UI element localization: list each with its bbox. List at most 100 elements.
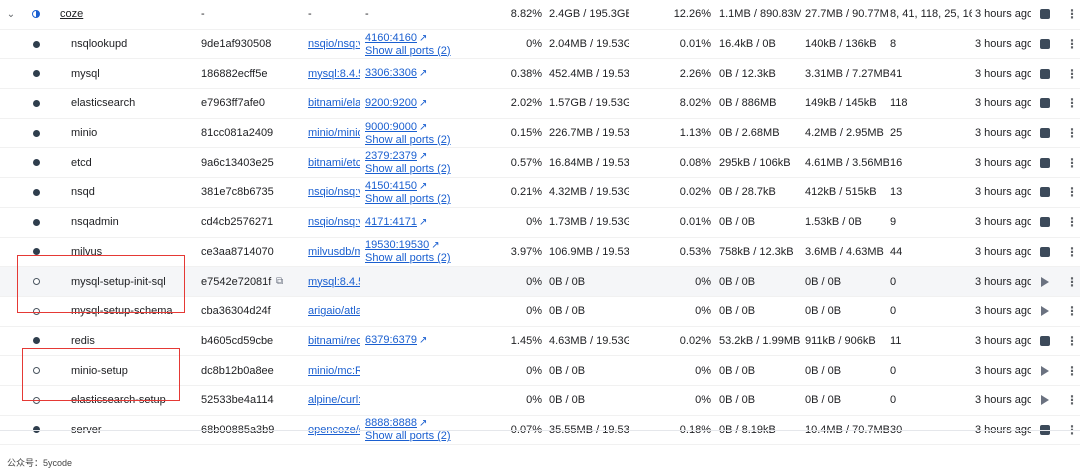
external-link-icon[interactable]: ↗	[431, 240, 440, 252]
table-row[interactable]: nsqd 381e7c8b6735 nsqio/nsq:v1.2.1 4150:415…	[0, 178, 1080, 208]
port-link[interactable]: 9000:9000	[365, 120, 417, 133]
container-name[interactable]: server	[71, 423, 102, 436]
container-name[interactable]: mysql-setup-schema	[71, 305, 173, 318]
show-all-ports-link[interactable]: Show all ports (2)	[365, 192, 451, 205]
group-name[interactable]: coze	[60, 8, 84, 21]
table-row[interactable]: nsqadmin cd4cb2576271 nsqio/nsq:v1.2.1 4171…	[0, 208, 1080, 238]
play-icon[interactable]	[1038, 297, 1052, 326]
more-vertical-icon[interactable]: ⋮	[1066, 96, 1078, 111]
stop-icon[interactable]	[1038, 119, 1052, 148]
container-image[interactable]: nsqio/nsq:v1.2.1	[308, 178, 360, 207]
more-vertical-icon[interactable]: ⋮	[1066, 126, 1078, 141]
more-vertical-icon[interactable]: ⋮	[1066, 244, 1078, 259]
show-all-ports-link[interactable]: Show all ports (2)	[365, 430, 451, 443]
play-icon[interactable]	[1038, 356, 1052, 385]
stop-icon[interactable]	[1038, 327, 1052, 356]
image-link[interactable]: nsqio/nsq:v1.2.1	[308, 38, 360, 51]
container-name[interactable]: nsqd	[71, 186, 95, 199]
more-vertical-icon[interactable]: ⋮	[1066, 155, 1078, 170]
container-name[interactable]: elasticsearch-setup	[71, 394, 166, 407]
port-link[interactable]: 3306:3306	[365, 67, 417, 80]
image-link[interactable]: alpine/curl:8.12.1	[308, 394, 360, 407]
external-link-icon[interactable]: ↗	[419, 121, 428, 133]
image-link[interactable]: bitnami/etcd:3.5	[308, 156, 360, 169]
container-image[interactable]: bitnami/etcd:3.5	[308, 148, 360, 177]
play-icon[interactable]	[1038, 267, 1052, 296]
more-vertical-icon[interactable]: ⋮	[1066, 304, 1078, 319]
stop-icon[interactable]	[1038, 178, 1052, 207]
table-row[interactable]: mysql-setup-schema cba36304d24f arigaio/at…	[0, 297, 1080, 327]
external-link-icon[interactable]: ↗	[419, 97, 428, 109]
port-link[interactable]: 19530:19530	[365, 239, 430, 252]
container-image[interactable]: opencoze/opencoze:latest	[308, 416, 360, 445]
table-row[interactable]: server 68b00885a3b9 opencoze/opencoze:late…	[0, 416, 1080, 446]
table-row[interactable]: nsqlookupd 9de1af930508 nsqio/nsq:v1.2.1 41…	[0, 30, 1080, 60]
table-row[interactable]: redis b4605cd59cbe bitnami/redis:8.0 6379:6…	[0, 327, 1080, 357]
external-link-icon[interactable]: ↗	[419, 68, 428, 80]
image-link[interactable]: minio/minio:RELEASE	[308, 127, 360, 140]
external-link-icon[interactable]: ↗	[419, 418, 428, 430]
port-link[interactable]: 8888:8888	[365, 417, 417, 430]
more-vertical-icon[interactable]: ⋮	[1066, 422, 1078, 437]
container-name[interactable]: milvus	[71, 245, 103, 258]
table-row[interactable]: elasticsearch e7963ff7afe0 bitnami/elastic…	[0, 89, 1080, 119]
container-name[interactable]: etcd	[71, 156, 92, 169]
image-link[interactable]: bitnami/elasticsearch:8.18.0	[308, 97, 360, 110]
image-link[interactable]: arigaio/atlas	[308, 305, 360, 318]
container-name[interactable]: minio	[71, 127, 98, 140]
more-vertical-icon[interactable]: ⋮	[1066, 185, 1078, 200]
container-name[interactable]: mysql-setup-init-sql	[71, 275, 166, 288]
more-vertical-icon[interactable]: ⋮	[1066, 37, 1078, 52]
port-link[interactable]: 6379:6379	[365, 334, 417, 347]
container-image[interactable]: minio/mc:RELEASE	[308, 356, 360, 385]
show-all-ports-link[interactable]: Show all ports (2)	[365, 252, 451, 265]
more-vertical-icon[interactable]: ⋮	[1066, 393, 1078, 408]
table-row[interactable]: minio 81cc081a2409 minio/minio:RELEASE 9000…	[0, 119, 1080, 149]
stop-icon[interactable]	[1038, 416, 1052, 445]
container-name[interactable]: minio-setup	[71, 364, 128, 377]
image-link[interactable]: nsqio/nsq:v1.2.1	[308, 186, 360, 199]
show-all-ports-link[interactable]: Show all ports (2)	[365, 163, 451, 176]
table-row[interactable]: minio-setup dc8b12b0a8ee minio/mc:RELEASE 0…	[0, 356, 1080, 386]
container-image[interactable]: milvusdb/milvus	[308, 238, 360, 267]
table-row[interactable]: elasticsearch-setup 52533be4a114 alpine/cu…	[0, 386, 1080, 416]
port-link[interactable]: 4150:4150	[365, 179, 417, 192]
container-image[interactable]: bitnami/redis:8.0	[308, 327, 360, 356]
container-image[interactable]: mysql:8.4.5	[308, 267, 360, 296]
container-name[interactable]: mysql	[71, 67, 100, 80]
more-vertical-icon[interactable]: ⋮	[1066, 363, 1078, 378]
compose-group-row[interactable]: ⌄ coze - - - 8.82% 2.4GB / 195.3GB 12.26…	[0, 0, 1080, 30]
stop-icon[interactable]	[1038, 30, 1052, 59]
stop-icon[interactable]	[1038, 0, 1052, 29]
more-vertical-icon[interactable]: ⋮	[1066, 215, 1078, 230]
image-link[interactable]: mysql:8.4.5	[308, 67, 360, 80]
copy-icon[interactable]: ⧉	[276, 276, 284, 288]
image-link[interactable]: nsqio/nsq:v1.2.1	[308, 216, 360, 229]
container-image[interactable]: minio/minio:RELEASE	[308, 119, 360, 148]
show-all-ports-link[interactable]: Show all ports (2)	[365, 133, 451, 146]
chevron-down-icon[interactable]: ⌄	[6, 8, 16, 20]
table-row[interactable]: mysql-setup-init-sql e7542e72081f ⧉ mysql:8…	[0, 267, 1080, 297]
container-image[interactable]: alpine/curl:8.12.1	[308, 386, 360, 415]
container-name[interactable]: redis	[71, 334, 95, 347]
container-name[interactable]: nsqlookupd	[71, 38, 128, 51]
container-image[interactable]: arigaio/atlas	[308, 297, 360, 326]
more-vertical-icon[interactable]: ⋮	[1066, 7, 1078, 22]
external-link-icon[interactable]: ↗	[419, 216, 428, 228]
container-image[interactable]: mysql:8.4.5	[308, 59, 360, 88]
table-row[interactable]: etcd 9a6c13403e25 bitnami/etcd:3.5 2379:237…	[0, 148, 1080, 179]
stop-icon[interactable]	[1038, 59, 1052, 88]
more-vertical-icon[interactable]: ⋮	[1066, 274, 1078, 289]
external-link-icon[interactable]: ↗	[419, 32, 428, 44]
stop-icon[interactable]	[1038, 89, 1052, 118]
more-vertical-icon[interactable]: ⋮	[1066, 333, 1078, 348]
stop-icon[interactable]	[1038, 208, 1052, 237]
image-link[interactable]: minio/mc:RELEASE	[308, 364, 360, 377]
port-link[interactable]: 4160:4160	[365, 31, 417, 44]
external-link-icon[interactable]: ↗	[419, 151, 428, 163]
table-row[interactable]: milvus ce3aa8714070 milvusdb/milvus 19530:1…	[0, 238, 1080, 268]
more-vertical-icon[interactable]: ⋮	[1066, 66, 1078, 81]
table-row[interactable]: mysql 186882ecff5e mysql:8.4.5 3306:3306 ↗ 0.…	[0, 59, 1080, 90]
external-link-icon[interactable]: ↗	[419, 335, 428, 347]
image-link[interactable]: bitnami/redis:8.0	[308, 334, 360, 347]
